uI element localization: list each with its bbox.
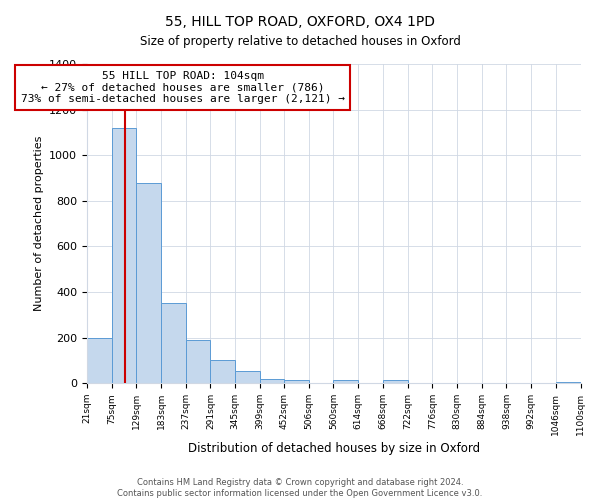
Bar [87,338,112,383]
Y-axis label: Number of detached properties: Number of detached properties [34,136,44,312]
Bar [260,378,284,383]
Bar [186,340,211,383]
Text: Size of property relative to detached houses in Oxford: Size of property relative to detached ho… [140,35,460,48]
Bar [112,128,136,383]
Bar [556,382,581,383]
Bar [383,380,407,383]
X-axis label: Distribution of detached houses by size in Oxford: Distribution of detached houses by size … [188,442,480,455]
Bar [211,360,235,383]
Bar [136,182,161,383]
Bar [235,370,260,383]
Text: Contains HM Land Registry data © Crown copyright and database right 2024.
Contai: Contains HM Land Registry data © Crown c… [118,478,482,498]
Text: 55 HILL TOP ROAD: 104sqm
← 27% of detached houses are smaller (786)
73% of semi-: 55 HILL TOP ROAD: 104sqm ← 27% of detach… [20,71,344,104]
Bar [334,380,358,383]
Text: 55, HILL TOP ROAD, OXFORD, OX4 1PD: 55, HILL TOP ROAD, OXFORD, OX4 1PD [165,15,435,29]
Bar [284,380,309,383]
Bar [161,304,186,383]
